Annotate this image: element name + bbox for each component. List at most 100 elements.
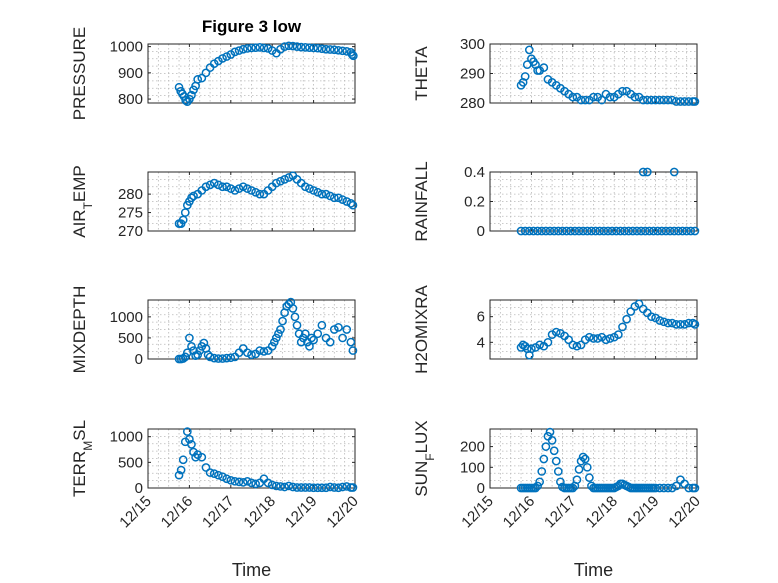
data-point: [585, 473, 594, 482]
data-point: [671, 481, 681, 491]
data-point: [636, 226, 646, 236]
data-point: [238, 44, 248, 54]
data-point: [676, 320, 685, 329]
data-point: [576, 340, 586, 350]
data-point: [317, 44, 327, 54]
data-point: [551, 456, 561, 466]
data-point: [205, 468, 215, 477]
data-point: [338, 195, 347, 205]
data-point: [607, 226, 617, 236]
data-point: [576, 456, 586, 466]
data-point: [230, 186, 240, 195]
data-point: [570, 226, 580, 236]
data-point: [280, 482, 289, 492]
data-point: [292, 42, 302, 51]
data-point: [547, 436, 557, 445]
data-point: [613, 481, 623, 491]
data-point: [574, 226, 584, 236]
data-point: [659, 483, 669, 493]
data-point: [516, 226, 526, 236]
data-point: [313, 329, 323, 339]
data-point: [690, 97, 700, 106]
data-point: [313, 43, 323, 53]
data-point: [655, 483, 665, 493]
y-axis-label: PRESSURE: [70, 27, 89, 121]
data-point: [197, 73, 207, 83]
y-axis-label: H2OMIXRA: [412, 284, 431, 373]
data-point: [582, 462, 592, 472]
data-point: [214, 470, 223, 480]
data-point: [651, 95, 660, 105]
data-point: [574, 465, 584, 474]
data-point: [309, 483, 318, 493]
data-point: [659, 317, 669, 327]
y-tick-label: 290: [460, 66, 485, 83]
y-tick-label: 280: [460, 95, 485, 112]
data-point: [618, 322, 627, 332]
data-point: [174, 470, 184, 480]
data-point: [214, 180, 223, 190]
data-point: [642, 95, 652, 105]
data-point: [255, 346, 265, 355]
data-point: [334, 483, 343, 493]
data-point: [201, 463, 211, 472]
y-tick-label: 100: [460, 459, 485, 476]
data-point: [533, 481, 542, 491]
data-point: [292, 483, 302, 492]
data-point: [620, 226, 629, 236]
data-point: [667, 95, 677, 105]
data-point: [545, 427, 555, 437]
data-point: [329, 483, 339, 492]
data-point: [589, 334, 598, 343]
data-point: [329, 325, 339, 334]
y-tick-label: 0.2: [464, 194, 485, 211]
data-point: [568, 340, 578, 350]
data-point: [305, 483, 314, 492]
data-point: [255, 189, 265, 199]
data-point: [690, 320, 700, 329]
subplot-4: 0 0.2 0.4 RAINFALL: [412, 161, 700, 242]
data-point: [305, 184, 314, 193]
data-point: [187, 193, 196, 203]
data-point: [524, 45, 534, 55]
data-point: [611, 226, 621, 236]
data-point: [209, 469, 219, 478]
data-point: [638, 95, 648, 105]
data-point: [659, 95, 669, 105]
data-point: [599, 226, 609, 236]
data-point: [655, 95, 665, 105]
data-point: [300, 182, 310, 192]
data-point: [276, 482, 285, 491]
data-point: [556, 477, 565, 487]
y-tick-label: 4: [477, 334, 485, 351]
data-point: [684, 318, 694, 328]
data-point: [593, 334, 602, 343]
data-point: [690, 226, 700, 236]
data-point: [325, 337, 335, 347]
data-point: [296, 42, 306, 52]
data-point: [541, 442, 551, 451]
data-point: [680, 97, 689, 106]
data-point: [180, 352, 190, 362]
data-point: [342, 197, 352, 206]
data-point: [321, 189, 331, 199]
y-axis-label: RAINFALL: [412, 161, 431, 241]
data-point: [674, 226, 683, 236]
data-point: [686, 226, 696, 236]
data-point: [243, 476, 252, 486]
data-point: [568, 92, 578, 102]
data-point: [313, 483, 323, 493]
data-point: [300, 43, 310, 52]
data-point: [576, 95, 586, 105]
data-point: [605, 92, 615, 102]
y-tick-label: 200: [460, 439, 485, 456]
data-point: [545, 226, 555, 236]
data-point: [524, 226, 534, 236]
data-point: [317, 189, 327, 199]
y-tick-label: 275: [118, 205, 143, 222]
data-point: [251, 43, 260, 53]
data-point: [346, 198, 356, 208]
data-point: [549, 226, 559, 236]
y-tick-label: 900: [118, 65, 143, 82]
data-point: [290, 312, 300, 322]
